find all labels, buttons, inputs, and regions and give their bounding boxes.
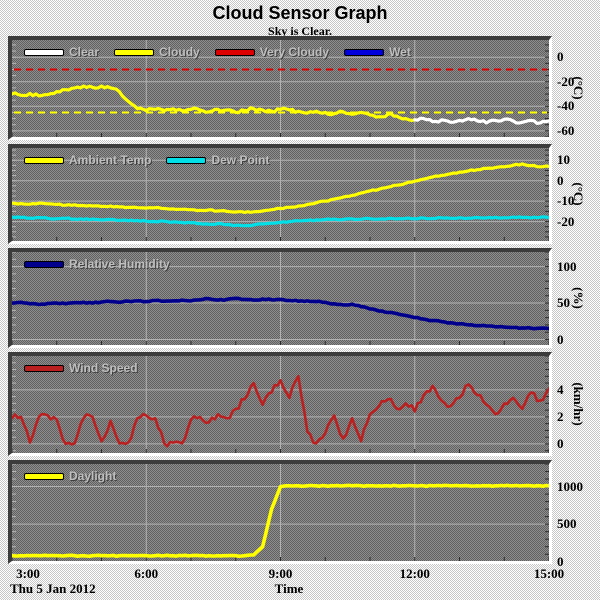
y-axis-unit-wind: (km/hr) [571, 382, 586, 426]
y-tick-label-wind: 4 [557, 381, 564, 397]
y-tick-label-temperature: -20 [557, 213, 575, 229]
plot-svg-humidity [12, 252, 549, 345]
plot-svg-daylight [12, 464, 549, 561]
plot-svg-wind [12, 356, 549, 453]
series-daylight [12, 483, 549, 558]
y-tick-label-cloud-condition: -20 [557, 73, 575, 89]
x-tick-label-900: 9:00 [268, 566, 293, 581]
y-tick-label-wind: 0 [557, 435, 564, 451]
y-tick-label-humidity: 0 [557, 331, 564, 347]
x-axis-title: Time [274, 581, 304, 596]
plot-area-temperature: Ambient Temp Dew Point [12, 148, 549, 241]
panel-temperature: Ambient Temp Dew Point [8, 144, 552, 244]
series-wind-speed [12, 374, 549, 448]
plot-area-cloud-condition: Clear Cloudy Very Cloudy Wet [12, 40, 549, 137]
panel-cloud-condition: Clear Cloudy Very Cloudy Wet [8, 36, 552, 140]
series-relative-humidity [12, 296, 549, 331]
sky-status-text: Sky is Clear. [268, 24, 332, 38]
plot-area-wind: Wind Speed [12, 356, 549, 453]
series-ambient-temp [12, 162, 549, 215]
y-tick-label-temperature: 10 [557, 152, 570, 168]
plot-area-humidity: Relative Humidity [12, 252, 549, 345]
panel-wind: Wind Speed [8, 352, 552, 456]
x-tick-label-600: 6:00 [134, 566, 159, 581]
y-tick-label-daylight: 1000 [557, 478, 583, 494]
y-axis-unit-cloud-condition: (°C) [571, 76, 586, 100]
y-tick-label-cloud-condition: 0 [557, 49, 564, 65]
x-tick-label-1500: 15:00 [533, 566, 565, 581]
y-tick-label-cloud-condition: -40 [557, 98, 575, 114]
y-tick-label-temperature: -10 [557, 193, 575, 209]
y-tick-label-cloud-condition: -60 [557, 122, 575, 138]
panel-daylight: Daylight [8, 460, 552, 564]
y-tick-label-humidity: 100 [557, 258, 577, 274]
y-tick-label-wind: 2 [557, 408, 564, 424]
y-tick-label-humidity: 50 [557, 295, 570, 311]
y-axis-unit-temperature: (°C) [571, 182, 586, 206]
series-dew-point [12, 215, 549, 228]
y-tick-label-temperature: 0 [557, 172, 564, 188]
plot-area-daylight: Daylight [12, 464, 549, 561]
plot-svg-temperature [12, 148, 549, 241]
plot-svg-cloud-condition [12, 40, 549, 137]
page-title: Cloud Sensor Graph [212, 3, 388, 23]
date-label: Thu 5 Jan 2012 [10, 581, 96, 596]
y-axis-unit-humidity: (%) [571, 287, 586, 309]
y-tick-label-daylight: 0 [557, 553, 564, 569]
x-tick-label-1200: 12:00 [399, 566, 430, 581]
series-cloudy [12, 84, 417, 123]
x-tick-label-300: 3:00 [16, 566, 40, 581]
panel-humidity: Relative Humidity [8, 248, 552, 348]
y-tick-label-daylight: 500 [557, 516, 577, 532]
series-clear [413, 116, 549, 126]
